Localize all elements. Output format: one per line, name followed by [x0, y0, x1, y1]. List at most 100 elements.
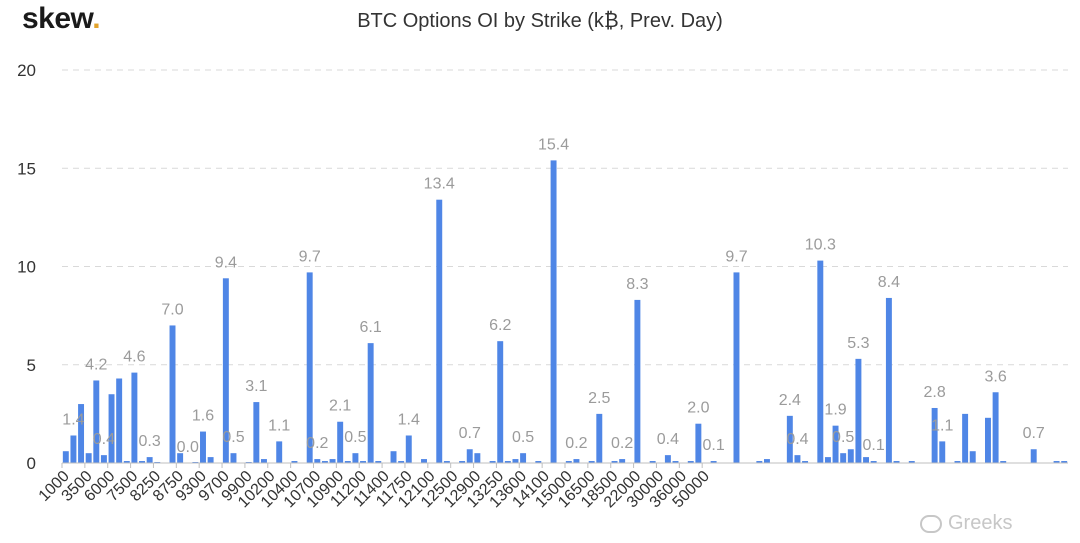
bar — [931, 407, 938, 463]
bar — [863, 457, 870, 463]
data-label: 0.1 — [863, 437, 885, 454]
bar — [139, 461, 145, 463]
data-label: 7.0 — [161, 301, 183, 318]
bar — [786, 415, 793, 463]
bar — [1030, 449, 1037, 463]
x-axis-ticks: 1000350060007500825087509300970099001020… — [36, 463, 713, 511]
data-label: 1.4 — [62, 411, 84, 428]
bar — [634, 299, 641, 463]
y-tick-label: 20 — [17, 61, 36, 80]
data-label: 2.5 — [588, 390, 610, 407]
bar — [794, 455, 801, 463]
bar — [443, 461, 450, 463]
bar — [672, 461, 679, 463]
bar — [504, 461, 511, 463]
bar — [70, 435, 77, 463]
bar — [969, 451, 976, 463]
bar — [276, 441, 283, 463]
skew-logo: skew. — [22, 2, 101, 36]
bar — [321, 461, 328, 463]
bar — [824, 457, 831, 463]
data-label: 0.5 — [832, 429, 854, 446]
bar — [588, 461, 595, 463]
bar — [565, 461, 572, 463]
data-label: 0.2 — [611, 435, 633, 452]
bar — [611, 461, 618, 463]
bar — [893, 461, 900, 463]
bar — [520, 453, 527, 463]
data-label: 3.1 — [245, 378, 267, 395]
bar — [329, 459, 336, 463]
data-label: 9.7 — [725, 248, 747, 265]
bar — [85, 453, 92, 463]
bar — [664, 455, 671, 463]
bar — [260, 459, 267, 463]
bar — [687, 461, 694, 463]
bar — [398, 461, 405, 463]
data-label: 0.4 — [786, 431, 808, 448]
data-label: 0.1 — [702, 437, 724, 454]
data-label: 0.5 — [344, 429, 366, 446]
data-label: 0.7 — [459, 425, 481, 442]
data-label: 0.3 — [139, 433, 161, 450]
watermark: Greeks — [920, 512, 1012, 535]
data-label: 0.2 — [565, 435, 587, 452]
data-label: 1.4 — [398, 411, 420, 428]
data-label: 10.3 — [805, 237, 836, 254]
logo-dot: . — [92, 2, 101, 35]
bar — [1053, 461, 1060, 463]
data-label: 8.4 — [878, 274, 900, 291]
bar — [763, 459, 770, 463]
bar — [489, 461, 496, 463]
bar — [200, 431, 206, 463]
bar — [855, 358, 862, 463]
bar — [131, 372, 138, 463]
bar — [146, 457, 153, 463]
data-label: 0.4 — [657, 431, 679, 448]
data-label: 13.4 — [424, 176, 455, 193]
bar — [375, 461, 382, 463]
data-label: 1.1 — [931, 417, 953, 434]
y-axis-ticks: 0 5 10 15 20 — [17, 61, 36, 473]
bar — [733, 272, 740, 463]
data-label: 2.0 — [687, 400, 709, 417]
bar — [512, 459, 519, 463]
bar — [222, 278, 229, 463]
data-label: 6.2 — [489, 317, 511, 334]
wechat-icon — [920, 514, 942, 533]
bar — [474, 453, 481, 463]
bar — [93, 380, 100, 463]
bar — [436, 199, 443, 463]
data-label: 4.2 — [85, 356, 107, 373]
y-tick-label: 5 — [27, 356, 36, 375]
bar — [832, 425, 839, 463]
bar — [1061, 461, 1068, 463]
bar — [123, 461, 130, 463]
bar — [847, 449, 854, 463]
data-label: 0.5 — [512, 429, 534, 446]
bar — [908, 461, 915, 463]
bar — [459, 461, 466, 463]
data-label: 3.6 — [984, 368, 1006, 385]
bar — [169, 325, 176, 463]
bar — [885, 297, 892, 463]
bar — [817, 260, 824, 463]
bar — [390, 451, 397, 463]
y-tick-label: 0 — [27, 454, 36, 473]
data-label: 9.7 — [299, 248, 321, 265]
bar — [421, 459, 427, 463]
bar — [497, 341, 504, 463]
bar — [314, 459, 321, 463]
bar — [954, 461, 961, 463]
data-label: 0.5 — [222, 429, 244, 446]
data-label: 6.1 — [360, 319, 382, 336]
bar — [710, 461, 717, 463]
y-tick-label: 10 — [17, 258, 36, 277]
bar — [992, 392, 999, 463]
data-label: 4.6 — [123, 349, 145, 366]
logo-text: skew — [22, 2, 93, 35]
bar — [573, 459, 580, 463]
bar — [207, 457, 214, 463]
bar — [62, 451, 69, 463]
